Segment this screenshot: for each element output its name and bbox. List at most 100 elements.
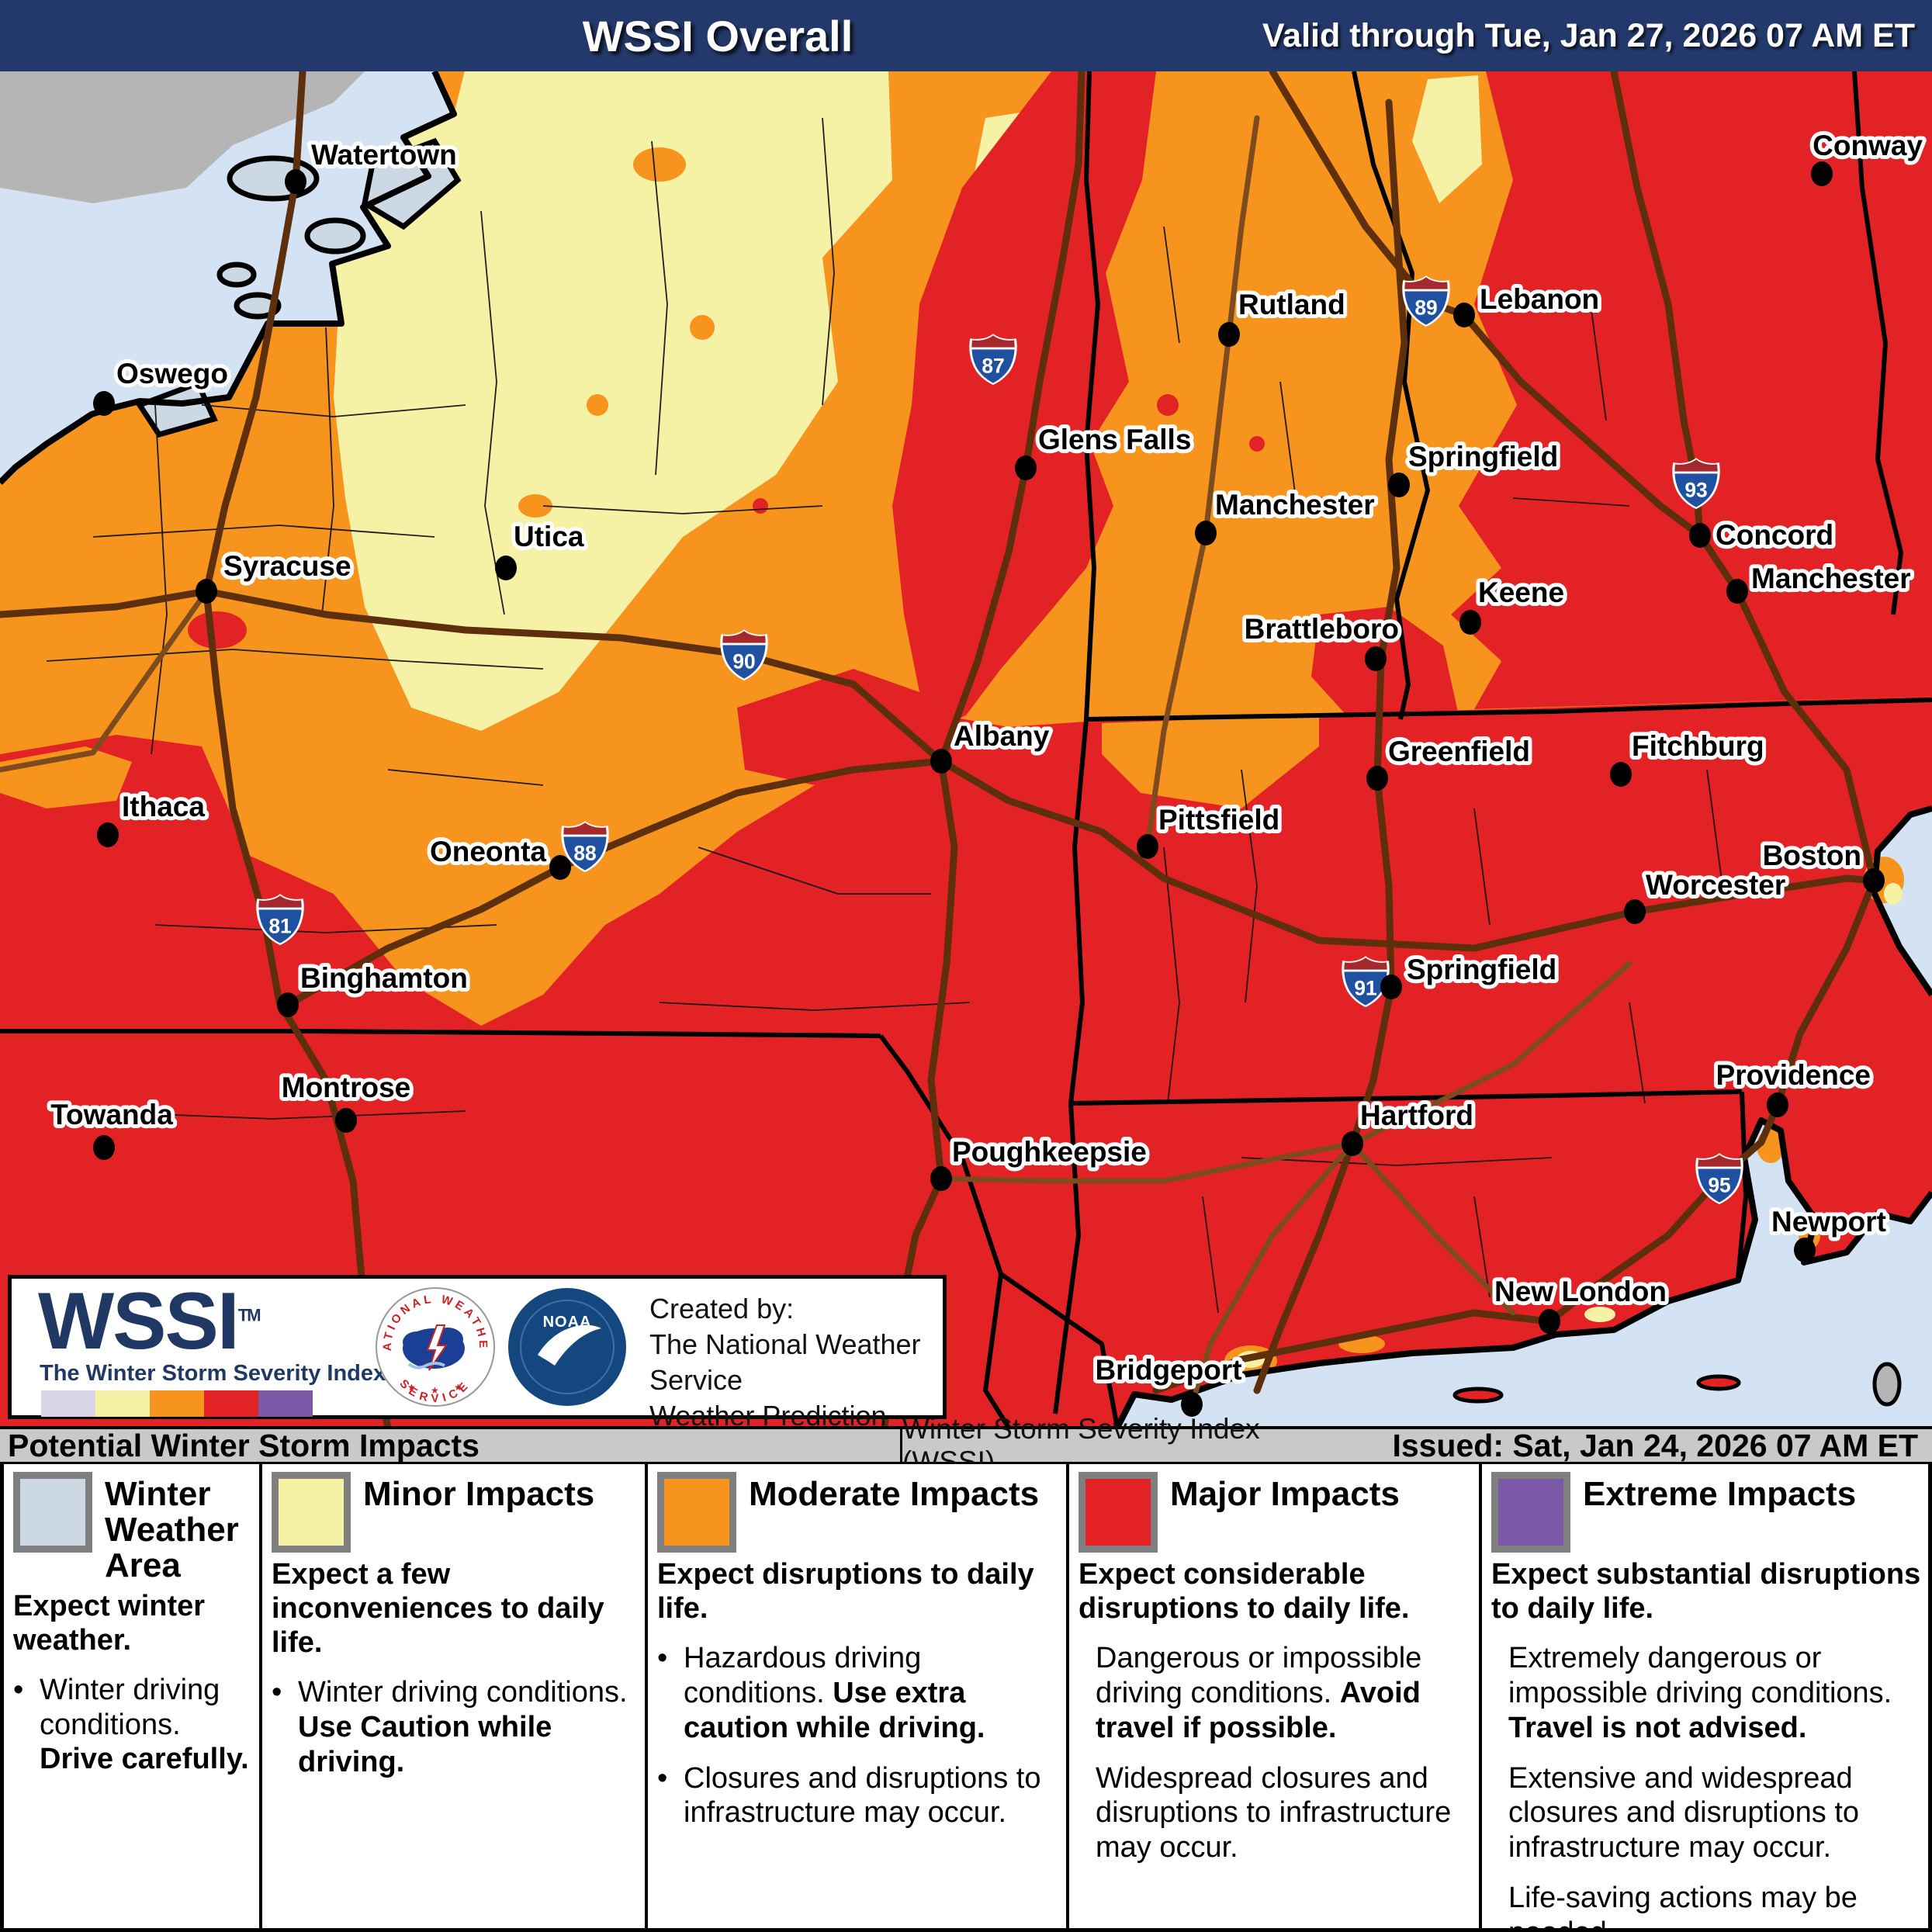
city-marker: Poughkeepsie xyxy=(930,1132,1151,1191)
city-marker: Keene xyxy=(1459,573,1568,635)
legend-column-moderate-impacts: Moderate Impacts Expect disruptions to da… xyxy=(645,1464,1066,1932)
city-markers: Watertown Oswego Syracuse Utica Ithaca Oneont… xyxy=(47,126,1927,1417)
legend-item: • Winter driving conditions. Use Caution … xyxy=(272,1676,628,1778)
city-marker: Montrose xyxy=(278,1068,414,1133)
city-dot xyxy=(1380,975,1402,999)
impacts-title: Potential Winter Storm Impacts xyxy=(8,1427,480,1463)
city-dot xyxy=(1539,1309,1560,1334)
city-dot xyxy=(1767,1092,1788,1117)
svg-text:88: 88 xyxy=(573,842,596,865)
ramp-swatch xyxy=(204,1390,258,1417)
legend-item: Dangerous or impossible driving conditio… xyxy=(1096,1642,1422,1744)
city-dot xyxy=(930,1166,952,1191)
map-region-minor xyxy=(332,71,892,731)
city-label: Hartford xyxy=(1360,1099,1473,1131)
issued-text: Issued: Sat, Jan 24, 2026 07 AM ET xyxy=(1392,1427,1918,1463)
city-label: Poughkeepsie xyxy=(952,1136,1147,1168)
legend-item: • Hazardous driving conditions. Use extra… xyxy=(657,1642,985,1744)
legend-swatch xyxy=(1491,1472,1570,1553)
valid-through-text: Valid through Tue, Jan 27, 2026 07 AM ET xyxy=(1262,16,1915,54)
city-dot xyxy=(97,822,119,847)
map-region-minor-pocket xyxy=(1412,75,1482,203)
city-marker: Conway xyxy=(1809,126,1927,186)
ramp-swatch xyxy=(258,1390,313,1417)
city-marker: Bridgeport xyxy=(1091,1350,1246,1417)
city-marker: Towanda xyxy=(47,1095,177,1160)
city-label: Oneonta xyxy=(430,836,546,867)
city-marker: Albany xyxy=(930,716,1054,774)
svg-text:81: 81 xyxy=(268,915,291,938)
legend-label: Moderate Impacts xyxy=(749,1475,1040,1513)
city-dot xyxy=(93,1135,115,1160)
city-marker: Hartford xyxy=(1342,1096,1477,1156)
svg-text:90: 90 xyxy=(732,650,755,673)
legend-intro: Expect substantial disruptions to daily … xyxy=(1491,1558,1921,1626)
legend-item: Life-saving actions may be needed. xyxy=(1508,1882,1858,1932)
legend-column-major-impacts: Major Impacts Expect considerable disrupt… xyxy=(1066,1464,1479,1932)
city-marker: Concord xyxy=(1689,515,1837,555)
city-marker: Brattleboro xyxy=(1241,609,1403,671)
city-marker: Watertown xyxy=(285,135,461,194)
legend-intro: Expect disruptions to daily life. xyxy=(657,1558,1034,1626)
map-region-canada xyxy=(0,71,365,203)
nws-logo-icon: NATIONAL WEATHER SERVICE ★★★ xyxy=(376,1287,495,1407)
city-dot xyxy=(1811,161,1833,186)
legend-swatch xyxy=(1079,1472,1158,1553)
city-marker: Greenfield xyxy=(1366,732,1534,791)
impacts-title-bar: Potential Winter Storm Impacts Winter St… xyxy=(0,1413,1932,1477)
orange-speckles xyxy=(518,147,715,518)
wssi-subtitle: Winter Storm Severity Index (WSSI) xyxy=(902,1413,1260,1477)
svg-text:89: 89 xyxy=(1414,296,1437,320)
legend-panel: Winter Weather Area Expect winter weather… xyxy=(0,1464,1932,1932)
interstate-81-shield: 81 xyxy=(254,893,306,946)
city-label: Lebanon xyxy=(1480,283,1599,315)
city-marker: Newport xyxy=(1768,1202,1890,1262)
county-borders xyxy=(46,117,1723,1314)
city-marker: Lebanon xyxy=(1453,279,1603,327)
legend-item: Extensive and widespread closures and di… xyxy=(1508,1761,1860,1864)
city-dot xyxy=(1863,868,1885,893)
legend-swatch xyxy=(657,1472,736,1553)
city-marker: Springfield xyxy=(1388,437,1562,497)
city-dot xyxy=(1726,579,1748,604)
city-label: Syracuse xyxy=(223,550,351,582)
trademark: TM xyxy=(237,1305,261,1325)
map-region-major-mohawk xyxy=(737,669,966,785)
legend-item: • Closures and disruptions to infrastruct… xyxy=(657,1761,1041,1830)
city-label: Glens Falls xyxy=(1038,424,1191,455)
city-marker: Boston xyxy=(1759,836,1885,893)
city-marker: Rutland xyxy=(1218,285,1349,347)
svg-text:★: ★ xyxy=(454,1382,462,1393)
interstate-91-shield: 91 xyxy=(1340,955,1391,1008)
svg-text:91: 91 xyxy=(1354,977,1376,1000)
city-dot xyxy=(285,169,306,194)
city-label: Manchester xyxy=(1215,489,1375,521)
city-marker: Fitchburg xyxy=(1610,726,1768,787)
city-dot xyxy=(1218,322,1240,347)
legend-item: Widespread closures and disruptions to i… xyxy=(1096,1761,1452,1864)
city-dot xyxy=(277,992,299,1017)
city-label: Utica xyxy=(514,521,584,552)
interstate-87-shield: 87 xyxy=(968,333,1019,386)
city-dot xyxy=(1453,303,1475,327)
city-marker: Glens Falls xyxy=(1015,420,1195,480)
interstate-93-shield: 93 xyxy=(1671,457,1722,510)
city-label: New London xyxy=(1494,1276,1667,1307)
city-dot xyxy=(196,579,217,604)
legend-intro: Expect considerable disruptions to daily… xyxy=(1079,1558,1410,1626)
legend-column-extreme-impacts: Extreme Impacts Expect substantial disrup… xyxy=(1479,1464,1932,1932)
city-dot xyxy=(930,749,952,774)
wssi-severity-ramp xyxy=(41,1390,313,1417)
highway-shields: 87 89 93 90 88 81 91 95 xyxy=(254,275,1745,1205)
city-marker: Oneonta xyxy=(426,832,571,880)
created-by-line1: The National Weather Service xyxy=(649,1328,921,1397)
islands xyxy=(1452,1362,1902,1407)
city-label: Springfield xyxy=(1408,441,1558,473)
city-dot xyxy=(1624,899,1646,924)
page-title: WSSI Overall xyxy=(582,11,853,61)
city-label: Oswego xyxy=(116,358,228,390)
city-label: Albany xyxy=(954,720,1050,752)
city-dot xyxy=(1610,762,1632,787)
city-label: Boston xyxy=(1763,840,1861,871)
